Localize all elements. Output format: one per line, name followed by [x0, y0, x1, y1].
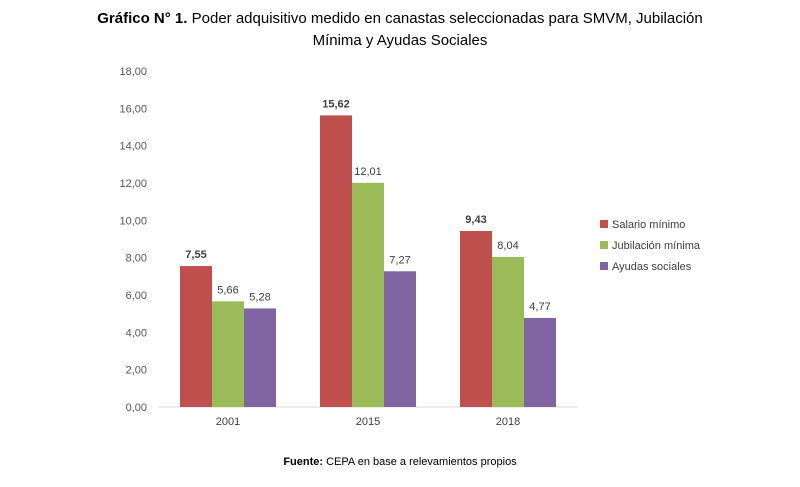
y-tick-label: 16,00 — [119, 103, 147, 115]
data-label: 12,01 — [354, 166, 382, 178]
x-tick-label: 2015 — [356, 416, 380, 428]
legend-swatch — [600, 241, 608, 249]
bar — [384, 271, 416, 407]
legend-swatch — [600, 262, 608, 270]
chart-title-line2: Mínima y Ayudas Sociales — [312, 32, 488, 49]
data-label: 9,43 — [465, 214, 486, 226]
x-tick-label: 2001 — [216, 416, 240, 428]
data-label: 5,66 — [217, 284, 238, 296]
legend-swatch — [600, 220, 608, 228]
bar — [180, 266, 212, 407]
bar — [320, 115, 352, 407]
data-label: 15,62 — [322, 98, 350, 110]
bar — [352, 182, 384, 407]
x-tick-label: 2018 — [496, 416, 520, 428]
y-tick-label: 0,00 — [126, 402, 147, 414]
y-tick-label: 6,00 — [126, 290, 147, 302]
data-label: 7,55 — [185, 249, 206, 261]
source-prefix: Fuente: — [283, 456, 324, 468]
y-tick-label: 18,00 — [119, 66, 147, 78]
chart-title: Gráfico N° 1. Poder adquisitivo medido e… — [0, 8, 800, 52]
bar — [524, 317, 556, 407]
bar — [244, 308, 276, 407]
data-label: 8,04 — [497, 240, 518, 252]
y-tick-label: 8,00 — [126, 253, 147, 265]
bar — [212, 301, 244, 407]
data-label: 7,27 — [389, 254, 410, 266]
data-label: 5,28 — [249, 291, 270, 303]
data-label: 4,77 — [529, 301, 550, 313]
legend-label: Ayudas sociales — [612, 261, 692, 273]
y-tick-label: 4,00 — [126, 327, 147, 339]
y-tick-label: 14,00 — [119, 141, 147, 153]
y-tick-label: 12,00 — [119, 178, 147, 190]
source-note: Fuente: CEPA en base a relevamientos pro… — [0, 456, 800, 468]
legend-label: Salario mínimo — [612, 219, 685, 231]
bar — [460, 230, 492, 407]
legend-label: Jubilación mínima — [612, 240, 701, 252]
chart-title-prefix: Gráfico N° 1. — [97, 10, 188, 27]
chart-title-line1: Poder adquisitivo medido en canastas sel… — [191, 10, 703, 27]
y-tick-label: 10,00 — [119, 215, 147, 227]
bar — [492, 256, 524, 407]
y-tick-label: 2,00 — [126, 365, 147, 377]
source-text: CEPA en base a relevamientos propios — [326, 456, 517, 468]
